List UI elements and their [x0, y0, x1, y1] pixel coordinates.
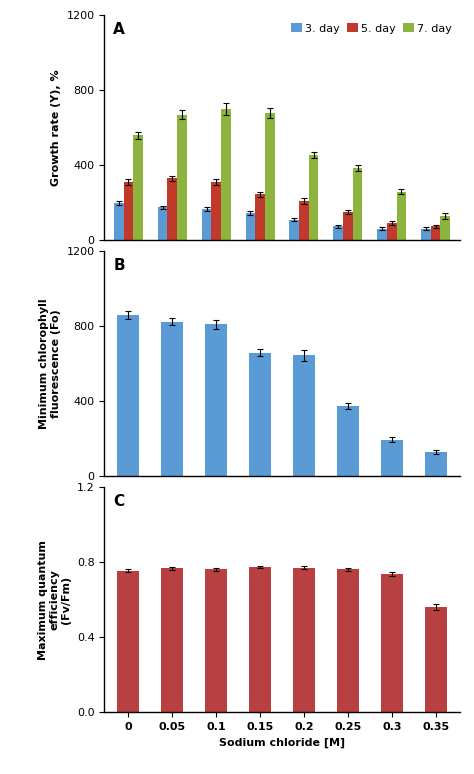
Y-axis label: Minimum chlorophyll
fluorescence (Fo): Minimum chlorophyll fluorescence (Fo): [39, 299, 61, 429]
Bar: [421, 229, 431, 240]
Bar: [221, 109, 231, 240]
Bar: [114, 203, 124, 240]
Bar: [425, 608, 447, 712]
Text: B: B: [113, 259, 125, 273]
X-axis label: Sodium chloride [M]: Sodium chloride [M]: [219, 738, 345, 748]
Bar: [333, 226, 343, 240]
Bar: [425, 452, 447, 476]
Legend: 3. day, 5. day, 7. day: 3. day, 5. day, 7. day: [289, 21, 454, 36]
Bar: [293, 355, 315, 476]
Bar: [124, 182, 133, 240]
Bar: [161, 322, 183, 476]
Bar: [381, 440, 403, 476]
Bar: [211, 182, 221, 240]
Bar: [158, 207, 167, 240]
Bar: [293, 567, 315, 712]
Bar: [167, 178, 177, 240]
Bar: [118, 315, 139, 476]
Bar: [118, 570, 139, 712]
Bar: [133, 135, 143, 240]
Bar: [290, 220, 299, 240]
Bar: [249, 567, 271, 712]
Text: C: C: [113, 494, 124, 509]
Bar: [381, 574, 403, 712]
Bar: [205, 570, 227, 712]
Bar: [337, 569, 359, 712]
Bar: [205, 324, 227, 476]
Bar: [431, 226, 440, 240]
Bar: [299, 201, 309, 240]
Bar: [337, 406, 359, 476]
Bar: [353, 168, 362, 240]
Bar: [177, 115, 187, 240]
Bar: [255, 194, 265, 240]
Y-axis label: Growth rate (Y), %: Growth rate (Y), %: [51, 70, 61, 187]
Bar: [161, 568, 183, 712]
Bar: [246, 213, 255, 240]
Bar: [377, 229, 387, 240]
Bar: [249, 352, 271, 476]
Bar: [343, 212, 353, 240]
Bar: [265, 113, 274, 240]
Text: A: A: [113, 22, 125, 37]
Bar: [387, 224, 397, 240]
Bar: [397, 191, 406, 240]
Bar: [309, 155, 319, 240]
Y-axis label: Maximum quantum
efficiency
(Fv/Fm): Maximum quantum efficiency (Fv/Fm): [38, 539, 71, 659]
Bar: [440, 216, 450, 240]
Bar: [202, 209, 211, 240]
